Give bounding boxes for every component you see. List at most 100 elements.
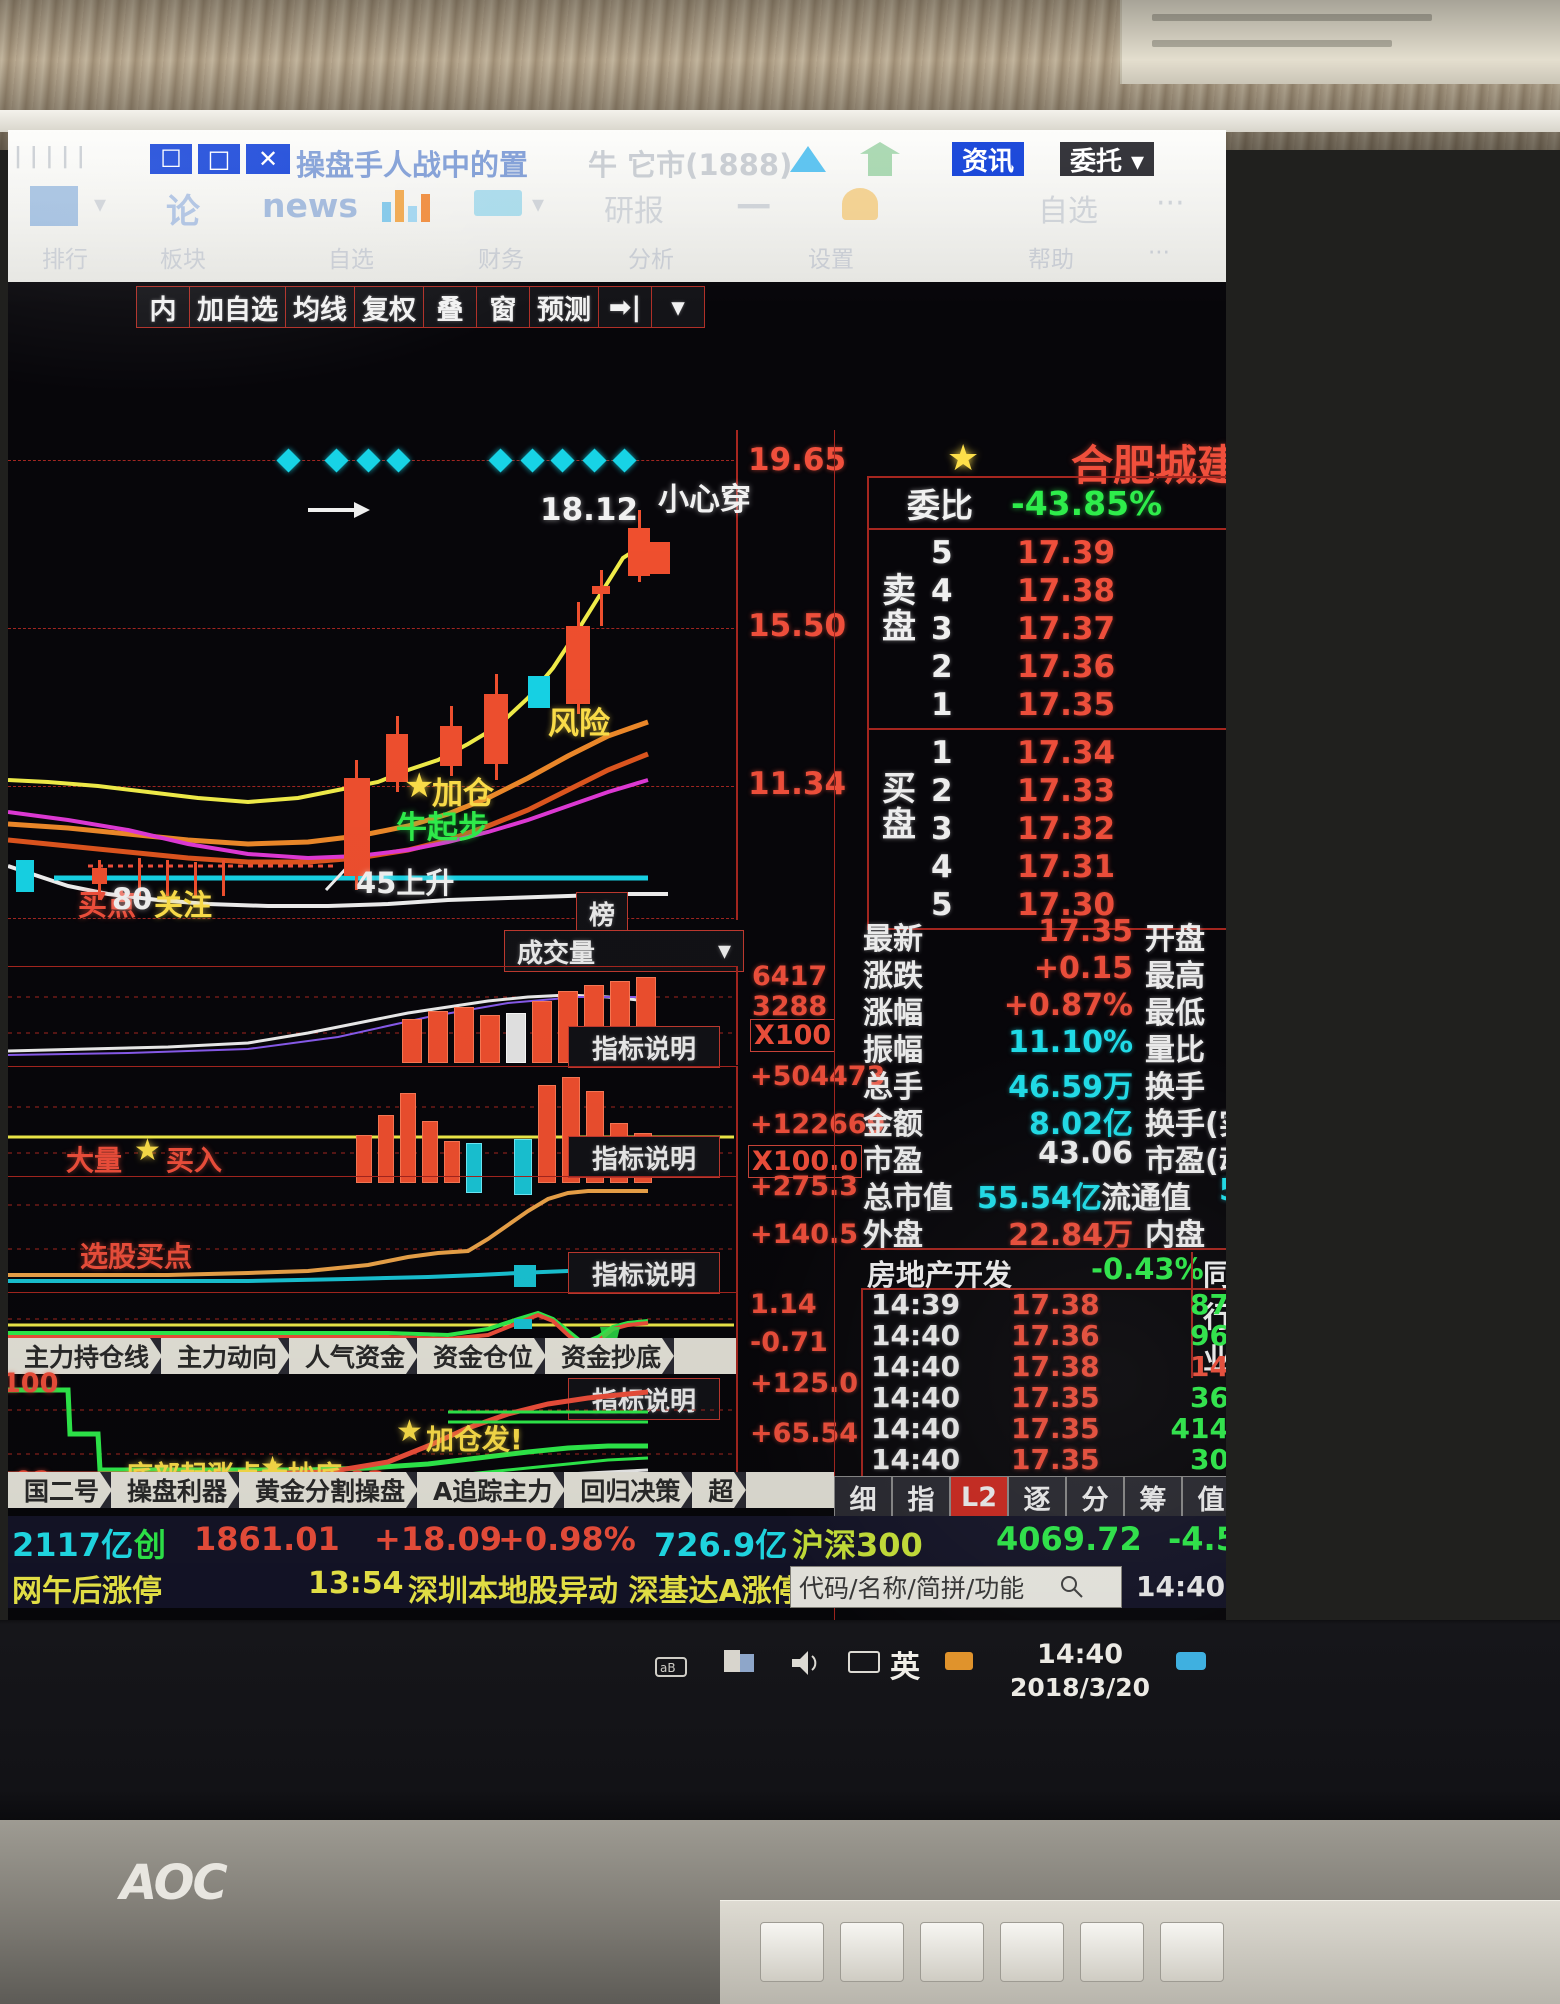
tab-guo-er-hao[interactable]: 国二号 (8, 1472, 113, 1508)
tab-main-direction[interactable]: 主力动向 (161, 1338, 291, 1374)
toolbar-item-forum[interactable]: 论 (166, 192, 200, 232)
quote-tab-value[interactable]: 值 (1182, 1476, 1226, 1518)
menu-overflow[interactable]: ··· (1148, 240, 1170, 266)
tray-files-icon[interactable] (720, 1644, 760, 1678)
chart-toolbar-dropdown-arrow[interactable]: ▾ (652, 287, 704, 327)
toolbar-item-news[interactable]: news (262, 186, 359, 225)
indicator-4-mid: +65.54 (750, 1418, 859, 1449)
menu-item-sector[interactable]: 板块 (160, 247, 206, 273)
tab-ai-track-main[interactable]: A追踪主力 (417, 1472, 566, 1508)
menu-item-settings[interactable]: 设置 (808, 247, 854, 273)
tray-notification-icon[interactable] (1172, 1644, 1212, 1678)
board-button[interactable]: 榜 (576, 892, 628, 934)
taskbar-icon-5[interactable] (1080, 1922, 1144, 1982)
tab-fund-position[interactable]: 资金仓位 (417, 1338, 547, 1374)
indicator-note-2[interactable]: 指标说明 (568, 1136, 720, 1178)
taskbar-icon-1[interactable] (760, 1922, 824, 1982)
quote-tab-indicator[interactable]: 指 (892, 1476, 950, 1518)
chart-toolbar-btn-window[interactable]: 窗 (477, 287, 530, 327)
stat-label-pe-dynamic: 市盈(动) (1145, 1144, 1226, 1179)
window-minimize-button[interactable]: □ (198, 144, 240, 174)
taskbar-icon-4[interactable] (1000, 1922, 1064, 1982)
menu-item-help[interactable]: 帮助 (1028, 247, 1074, 273)
toolbar-item-report[interactable]: 研报 (604, 194, 664, 229)
tray-keyboard-icon[interactable]: aB (654, 1648, 694, 1682)
order-book-row-sell4[interactable]: 4 17.38 (869, 572, 1226, 610)
search-icon[interactable] (1059, 1574, 1085, 1600)
tick-volume: 36 (1190, 1381, 1226, 1414)
index-ticker-bar[interactable]: 2117亿 创 1861.01 +18.09 +0.98% 726.9亿 沪深3… (8, 1516, 1226, 1564)
tab-popularity-funds[interactable]: 人气资金 (289, 1338, 419, 1374)
news-badge[interactable]: 资讯 (952, 142, 1025, 177)
order-book-row-buy4[interactable]: 4 17.31 (869, 848, 1226, 886)
indicator-note-1[interactable]: 指标说明 (568, 1026, 720, 1068)
tab-golden-ratio[interactable]: 黄金分割操盘 (239, 1472, 419, 1508)
chart-toolbar-btn-forecast[interactable]: 预测 (530, 287, 599, 327)
search-box[interactable]: 代码/名称/简拼/功能 (790, 1566, 1122, 1608)
chevron-down-icon-volume: ▾ (717, 936, 731, 966)
window-restore-button[interactable]: ☐ (150, 144, 192, 174)
menu-item-watch[interactable]: 自选 (328, 247, 374, 273)
candle (92, 868, 107, 884)
tick-list[interactable]: 14:39 17.38 87 ⬇ 14:40 17.36 96 ⬇ 14:40 … (861, 1288, 1226, 1507)
quote-tab-l2[interactable]: L2 (950, 1476, 1008, 1518)
toolbar-item-watchlist[interactable]: 自选 (1038, 194, 1098, 229)
order-book-row-buy5[interactable]: 5 17.30 (869, 886, 1226, 924)
stat-value-changepct: +0.87% (1003, 988, 1133, 1023)
quote-tab-chips[interactable]: 筹 (1124, 1476, 1182, 1518)
menu-item-analysis[interactable]: 分析 (628, 247, 674, 273)
order-book-row-sell2[interactable]: 2 17.36 (869, 648, 1226, 686)
menu-item-finance[interactable]: 财务 (478, 247, 524, 273)
tick-time: 14:40 (871, 1381, 961, 1414)
taskbar-icon-3[interactable] (920, 1922, 984, 1982)
quote-tab-minute[interactable]: 分 (1066, 1476, 1124, 1518)
chart-toolbar-btn-adjust[interactable]: 复权 (355, 287, 424, 327)
indicator-4-leftscale: 100 (8, 1368, 59, 1399)
ticker-amount-2: 726.9亿 (654, 1526, 788, 1564)
chart-toolbar-btn-ma[interactable]: 均线 (286, 287, 355, 327)
quote-tab-detail[interactable]: 细 (834, 1476, 892, 1518)
tray-clock[interactable]: 14:40 2018/3/20 (1010, 1638, 1150, 1703)
tray-app-icon[interactable] (940, 1644, 980, 1678)
monitor-icon[interactable] (474, 190, 522, 216)
order-book-row-sell1[interactable]: 1 17.35 (869, 686, 1226, 724)
home-icon[interactable] (842, 188, 878, 220)
tray-monitor-icon[interactable] (846, 1646, 886, 1680)
quote-tab-bybyb[interactable]: 逐 (1008, 1476, 1066, 1518)
chart-toolbar-btn-next[interactable]: ➡| (599, 287, 652, 327)
star-icon-favorite[interactable]: ★ (947, 438, 980, 479)
indicator-note-3[interactable]: 指标说明 (568, 1252, 720, 1294)
taskbar-icon-6[interactable] (1160, 1922, 1224, 1982)
sector-peers-link[interactable]: 同行业 (1191, 1252, 1226, 1378)
price-chart-pane[interactable]: 19.65 15.50 11.34 18.12 小心穿 风险 ★ 加仓 牛起步 … (8, 430, 846, 922)
order-book-row-buy3[interactable]: 3 17.32 (869, 810, 1226, 848)
tab-fund-bottomfish[interactable]: 资金抄底 (545, 1338, 675, 1374)
order-book-row-buy1[interactable]: 1 17.34 (869, 734, 1226, 772)
tab-regression-decision[interactable]: 回归决策 (564, 1472, 694, 1508)
tray-volume-icon[interactable] (786, 1646, 826, 1680)
order-dropdown-badge[interactable]: 委托 ▾ (1060, 142, 1155, 177)
taskbar-icon-2[interactable] (840, 1922, 904, 1982)
chevron-down-icon-2[interactable]: ▾ (532, 190, 545, 218)
menu-item-rank[interactable]: 排行 (42, 247, 88, 273)
tab-trading-tool[interactable]: 操盘利器 (111, 1472, 241, 1508)
order-book-row-sell5[interactable]: 5 17.39 (869, 534, 1226, 572)
window-close-button[interactable]: ✕ (246, 144, 290, 174)
tray-ime-indicator[interactable]: 英 (890, 1650, 920, 1685)
chart-toolbar-btn-internal[interactable]: 内 (137, 287, 190, 327)
chevron-down-icon-1[interactable]: ▾ (94, 190, 107, 218)
chart-toolbar-btn-overlay[interactable]: 叠 (424, 287, 477, 327)
chart-toolbar-btn-add-watchlist[interactable]: 加自选 (190, 287, 286, 327)
toolbar-overflow-ghost[interactable]: ··· (1156, 186, 1185, 221)
volume-pane[interactable]: 6417 3288 X100 (8, 961, 836, 1065)
order-book-row-sell3[interactable]: 3 17.37 (869, 610, 1226, 648)
volume-indicator-dropdown[interactable]: 成交量 ▾ (504, 930, 744, 972)
order-book-row-buy2[interactable]: 2 17.33 (869, 772, 1226, 810)
sector-row[interactable]: 房地产开发 -0.43% 同行业 (861, 1248, 1226, 1378)
tab-main-position-line[interactable]: 主力持仓线 (8, 1338, 163, 1374)
bar-chart-icon[interactable] (380, 184, 438, 228)
search-input[interactable]: 代码/名称/简拼/功能 (799, 1574, 1025, 1603)
indicator-pane-3[interactable]: 1.14 -0.71 (8, 1289, 828, 1383)
tab-super[interactable]: 超 (692, 1472, 747, 1508)
buy-level-3: 3 (931, 811, 953, 847)
